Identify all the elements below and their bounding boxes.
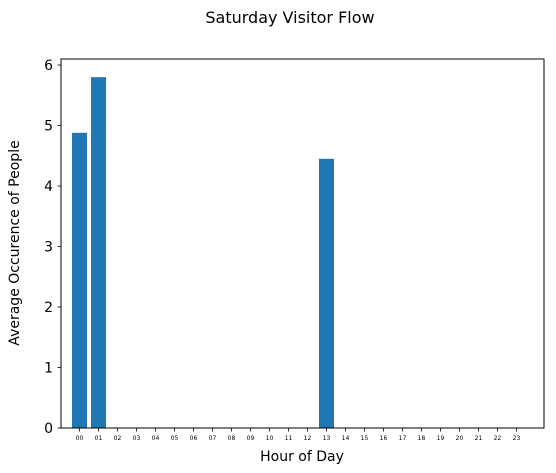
y-tick-label-4: 4	[44, 179, 53, 195]
x-tick-label-06: 06	[190, 435, 198, 442]
x-tick-label-19: 19	[437, 435, 445, 442]
x-tick-label-11: 11	[285, 435, 293, 442]
x-tick-label-04: 04	[152, 435, 160, 442]
y-tick-label-6: 6	[44, 58, 53, 74]
x-tick-label-23: 23	[513, 435, 521, 442]
bar-13	[319, 158, 334, 428]
x-tick-label-22: 22	[494, 435, 502, 442]
x-tick-label-18: 18	[418, 435, 426, 442]
y-axis: 0 1 2 3 4 5 6	[44, 58, 61, 437]
y-tick-label-5: 5	[44, 119, 53, 135]
x-tick-label-12: 12	[304, 435, 312, 442]
x-axis-label: Hour of Day	[260, 449, 344, 465]
x-tick-label-16: 16	[380, 435, 388, 442]
bars-layer	[72, 77, 334, 429]
x-tick-label-15: 15	[361, 435, 369, 442]
bar-01	[91, 77, 106, 429]
x-tick-label-10: 10	[266, 435, 274, 442]
x-tick-label-13: 13	[323, 435, 331, 442]
chart-title: Saturday Visitor Flow	[205, 8, 374, 27]
x-tick-label-09: 09	[247, 435, 255, 442]
y-tick-label-3: 3	[44, 240, 53, 256]
x-tick-label-02: 02	[114, 435, 122, 442]
y-axis-label: Average Occurence of People	[7, 140, 23, 345]
y-tick-label-1: 1	[44, 361, 53, 377]
y-tick-label-2: 2	[44, 300, 53, 316]
x-tick-label-00: 00	[76, 435, 84, 442]
x-tick-label-20: 20	[456, 435, 464, 442]
x-tick-label-17: 17	[399, 435, 407, 442]
x-tick-label-08: 08	[228, 435, 236, 442]
x-tick-label-01: 01	[95, 435, 103, 442]
x-tick-label-03: 03	[133, 435, 141, 442]
x-tick-label-21: 21	[475, 435, 483, 442]
x-tick-label-05: 05	[171, 435, 179, 442]
x-axis: 00 01 02 03 04 05 06 07 08 09 10 11 12 13 14 15 16 17 18 19…	[76, 428, 521, 442]
plot-frame	[60, 58, 545, 429]
x-tick-label-07: 07	[209, 435, 217, 442]
bar-00	[72, 132, 87, 429]
x-tick-label-14: 14	[342, 435, 350, 442]
y-tick-label-0: 0	[44, 421, 53, 437]
